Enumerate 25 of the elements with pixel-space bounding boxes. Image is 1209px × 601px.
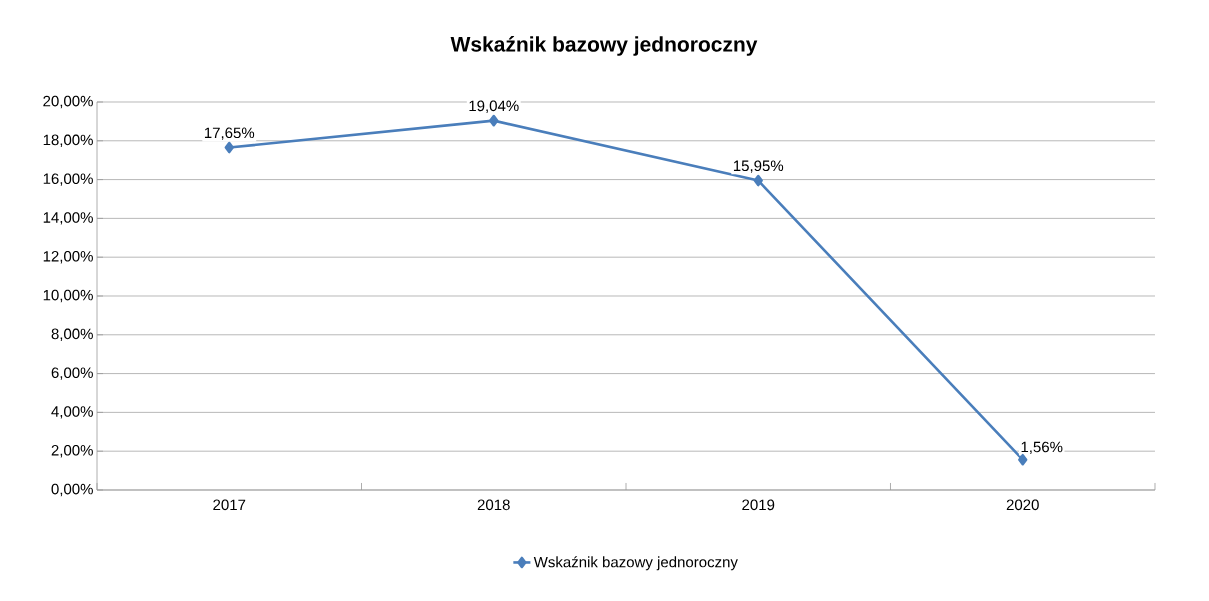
point (489, 114, 499, 127)
y-tick-label: 2,00% (51, 444, 93, 458)
legend-label: Wskaźnik bazowy jednoroczny (533, 556, 738, 571)
y-tick-label: 10,00% (43, 289, 93, 303)
x-tick-label: 2017 (213, 499, 246, 511)
chart-title: Wskaźnik bazowy jednoroczny (450, 36, 758, 56)
data-label: 15,95% (733, 160, 784, 173)
y-tick-label: 18,00% (43, 134, 93, 147)
point (753, 174, 763, 187)
y-tick-label: 16,00% (43, 173, 93, 186)
x-tick-label: 2020 (1006, 499, 1039, 511)
data-label: 17,65% (204, 127, 255, 140)
y-tick-label: 8,00% (51, 328, 93, 341)
y-tick-label: 12,00% (43, 250, 93, 264)
y-tick-label: 14,00% (43, 212, 93, 225)
y-tick-label: 6,00% (51, 367, 93, 380)
y-tick-label: 20,00% (43, 95, 93, 109)
point (224, 141, 234, 154)
x-tick-label: 2018 (477, 499, 510, 511)
x-tick-label: 2019 (742, 499, 775, 511)
point (1018, 453, 1028, 466)
data-label: 1,56% (1021, 441, 1063, 455)
y-tick-label: 0,00% (51, 483, 93, 497)
data-label: 19,04% (469, 100, 519, 113)
y-tick-label: 4,00% (51, 406, 93, 419)
